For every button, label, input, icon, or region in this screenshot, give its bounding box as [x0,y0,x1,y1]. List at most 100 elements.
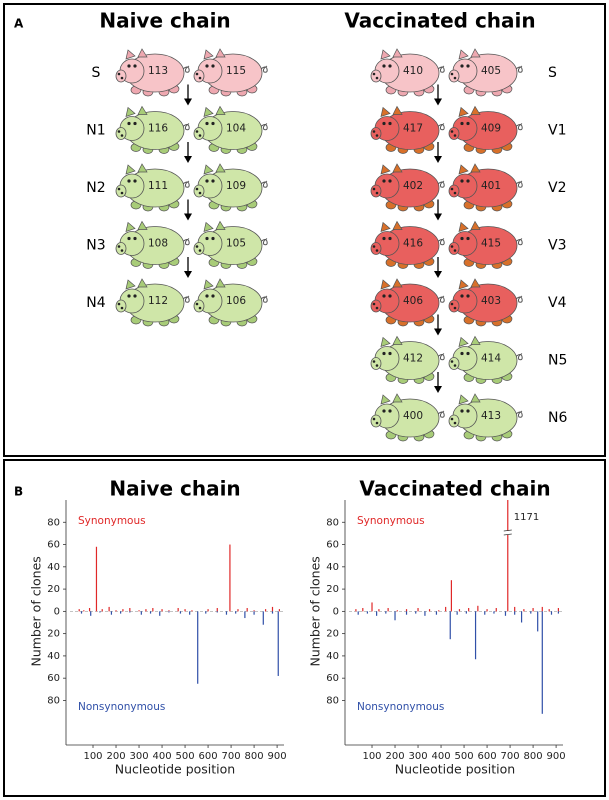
pig-nostril [198,306,202,310]
bar [101,609,103,612]
pig-nostril [450,245,454,248]
pig-snout [370,127,382,140]
pig: 402 [370,163,445,212]
bar [189,611,191,615]
bar [468,608,470,612]
pig: 415 [448,220,523,269]
pig-nostril [117,130,121,133]
pig-snout [370,69,382,83]
bar [532,608,534,612]
pig-id: 414 [481,353,501,365]
bar [216,608,218,612]
pig-nostril [117,72,121,76]
pig-id: 417 [403,123,423,135]
pig-nostril [453,364,457,367]
bar [541,606,543,612]
y-axis-title: Number of clones [29,556,44,666]
bars [78,544,280,684]
pig-nostril [120,191,124,195]
pig-ear [458,336,469,348]
pig-nostril [450,417,454,421]
pig-eye [205,294,209,298]
bar [168,611,170,613]
pig-ear [125,49,136,60]
pig-snout [448,242,460,255]
bar [197,611,199,684]
x-tick-label: 700 [222,751,241,762]
bar [520,611,523,623]
bar [449,611,451,640]
pig-snout [448,184,460,198]
arrow-head [434,328,442,336]
bar [95,546,98,612]
pig-nostril [375,76,379,80]
pig-nostril [375,191,379,195]
bar [405,609,408,612]
pig-eye [127,179,131,183]
bar [486,609,488,612]
bar [278,609,280,612]
pig: 115 [193,48,268,97]
pig-eye [211,121,215,126]
pig-id: 401 [481,180,501,192]
y-tick-label: 20 [47,629,60,640]
pig-tail [515,295,523,303]
x-tick-label: 900 [547,751,566,762]
panel-label: B [14,485,23,499]
pig-tail [182,180,190,188]
bar [205,611,207,614]
pig: 104 [193,105,268,154]
pig-nostril [375,306,379,310]
pig-ear [203,164,214,175]
x-axis-title: Nucleotide position [395,762,515,777]
pig-eye [460,351,464,356]
y-tick-label: 0 [54,606,60,617]
pig-eye [133,121,137,126]
bar [424,611,426,616]
pig-nostril [375,134,379,137]
x-tick-label: 100 [83,751,102,762]
pig-ear [470,105,481,115]
pig: 400 [370,393,445,442]
pig-ear [215,220,226,230]
pig: 108 [115,220,190,269]
pig-snout [193,299,205,313]
pig-ear [392,335,403,345]
legend-entry: Synonymous [357,515,425,527]
pig-id: 108 [148,238,168,250]
arrow-head [184,271,192,278]
x-tick-label: 600 [199,751,218,762]
pig-eye [205,121,209,126]
y-tick-label: 60 [326,540,339,551]
row-label: V3 [548,238,566,254]
bar [138,610,140,612]
x-tick-label: 400 [152,751,171,762]
x-tick-label: 200 [106,751,125,762]
bar [357,611,359,615]
pig-eye [460,64,464,68]
y-axis-title: Number of clones [308,556,323,666]
pig-eye [382,64,386,68]
pig-snout [448,357,460,370]
chart-title: Vaccinated chain [359,477,550,501]
pig-ear [392,163,403,173]
pig-tail [515,410,523,418]
pig: 416 [370,220,445,269]
bar [207,609,209,612]
pig-nostril [372,360,376,363]
pig-id: 403 [481,295,501,307]
pig-eye [211,179,215,183]
pig-nostril [120,249,124,252]
bar [99,611,101,613]
pig-ear [215,278,226,288]
x-tick-label: 800 [524,751,543,762]
row-label: N4 [86,295,105,311]
pig-nostril [198,76,202,80]
data-label: 1171 [514,512,539,523]
pig-tail [260,295,268,303]
chain-title: Vaccinated chain [344,9,535,33]
pig-ear [380,221,391,233]
pig-eye [133,294,137,298]
pig-eye [460,294,464,298]
row-label: S [92,65,101,81]
